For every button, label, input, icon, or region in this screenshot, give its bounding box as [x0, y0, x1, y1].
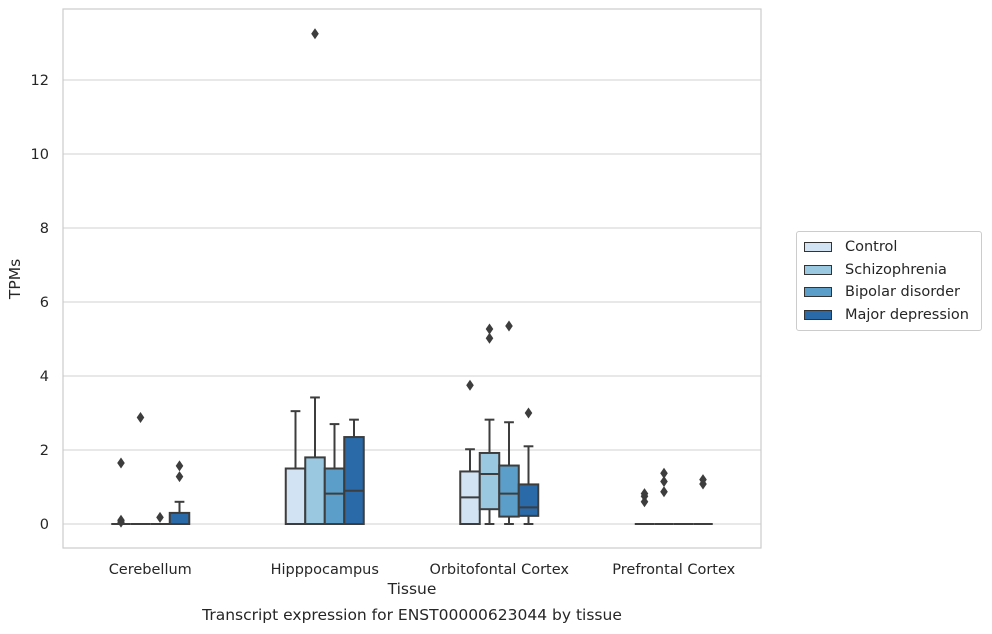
- y-tick-label: 6: [40, 295, 49, 311]
- box-body: [517, 483, 540, 517]
- legend-swatch: [804, 309, 832, 320]
- outlier-point: [699, 474, 707, 486]
- legend-item: Control: [797, 236, 981, 259]
- outlier-point: [485, 332, 494, 344]
- box-body: [498, 464, 520, 518]
- outlier-point: [136, 411, 145, 423]
- y-axis-label: TPMs: [6, 259, 24, 300]
- y-tick-label: 12: [31, 73, 49, 89]
- outlier-point: [505, 320, 513, 332]
- box-body: [343, 436, 365, 525]
- box-control: [284, 410, 307, 525]
- box-control: [634, 488, 655, 525]
- x-axis-label: Tissue: [387, 580, 437, 598]
- box-body: [478, 451, 501, 511]
- box-major-depression: [517, 407, 540, 525]
- box-major-depression: [343, 418, 365, 525]
- legend: Control Schizophrenia Bipolar disorder Majo…: [796, 231, 982, 331]
- outlier-point: [117, 514, 125, 526]
- outlier-point: [175, 471, 184, 483]
- legend-swatch: [804, 264, 832, 275]
- outlier-point: [660, 475, 668, 487]
- legend-swatch: [804, 242, 832, 253]
- y-tick-label: 4: [40, 369, 49, 385]
- box-schizophrenia: [130, 411, 151, 525]
- x-tick-label: Cerebellum: [109, 562, 192, 578]
- outlier-point: [640, 488, 649, 500]
- box-body: [304, 456, 326, 525]
- box-body: [168, 511, 191, 526]
- outlier-point: [466, 379, 474, 391]
- outlier-point: [156, 511, 164, 523]
- x-tick-label: Prefrontal Cortex: [612, 562, 735, 578]
- outlier-point: [311, 28, 319, 40]
- outlier-point: [117, 457, 125, 469]
- x-tick-labels: Cerebellum Hipppocampus Orbitofontal Corte…: [109, 562, 736, 578]
- y-tick-label: 0: [40, 517, 49, 533]
- legend-swatch: [804, 287, 832, 298]
- outlier-point: [660, 467, 668, 479]
- box-major-depression: [693, 474, 713, 525]
- grid-lines: [63, 79, 761, 525]
- outlier-point: [485, 323, 494, 335]
- box-bipolar-disorder: [323, 423, 346, 525]
- outlier-point: [175, 460, 184, 472]
- x-tick-label: Orbitofontal Cortex: [430, 562, 570, 578]
- y-tick-label: 10: [31, 147, 49, 163]
- legend-label: Bipolar disorder: [845, 284, 960, 301]
- box-body: [323, 467, 346, 525]
- y-tick-label: 8: [40, 221, 49, 237]
- box-body: [284, 467, 307, 525]
- outlier-point: [524, 407, 533, 419]
- box-control: [459, 379, 481, 525]
- legend-label: Control: [845, 239, 898, 256]
- legend-label: Major depression: [845, 306, 969, 323]
- legend-item: Schizophrenia: [797, 259, 981, 282]
- box-bipolar-disorder: [498, 320, 520, 525]
- outlier-point: [660, 486, 668, 498]
- chart-caption: Transcript expression for ENST0000062304…: [202, 606, 622, 624]
- legend-item: Bipolar disorder: [797, 281, 981, 304]
- y-tick-labels: 0 2 4 6 8 10 12: [31, 73, 49, 533]
- box-schizophrenia: [304, 28, 326, 525]
- box-schizophrenia: [478, 323, 501, 525]
- legend-label: Schizophrenia: [845, 261, 947, 278]
- legend-item: Major depression: [797, 304, 981, 327]
- box-bipolar-disorder: [150, 511, 170, 525]
- box-major-depression: [168, 460, 191, 526]
- y-tick-label: 2: [40, 443, 49, 459]
- x-tick-label: Hipppocampus: [271, 562, 379, 578]
- box-groups: [111, 28, 713, 528]
- box-control: [111, 457, 131, 528]
- outlier-point: [640, 496, 649, 508]
- plot-frame: [62, 8, 762, 549]
- box-schizophrenia: [654, 467, 674, 525]
